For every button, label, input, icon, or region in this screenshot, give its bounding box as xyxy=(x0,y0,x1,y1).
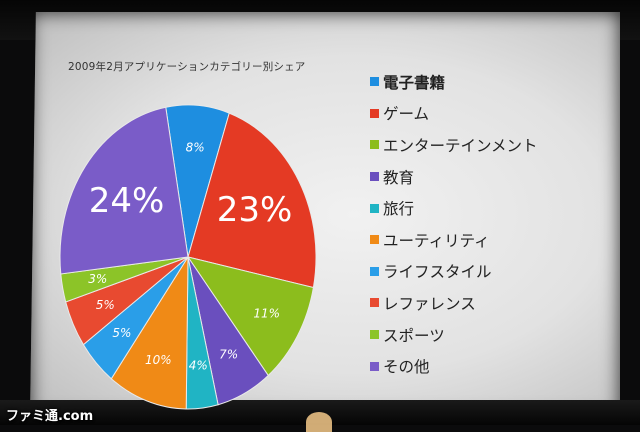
slice-value-label: 5% xyxy=(96,298,115,312)
pie-slice xyxy=(187,112,317,289)
legend-swatch xyxy=(370,140,379,150)
legend-item: 電子書籍 xyxy=(370,66,538,98)
legend-swatch xyxy=(370,235,379,245)
legend-swatch xyxy=(370,77,379,87)
legend-item: 教育 xyxy=(370,161,538,193)
legend-label: その他 xyxy=(383,358,430,377)
slice-value-label: 23% xyxy=(217,190,293,230)
legend-item: その他 xyxy=(370,350,538,382)
pie-slice xyxy=(110,255,189,410)
pie-slice xyxy=(186,256,314,377)
legend-label: ライフスタイル xyxy=(383,263,492,282)
legend-item: ユーティリティ xyxy=(370,224,538,256)
legend-item: スポーツ xyxy=(370,319,538,351)
legend-item: レファレンス xyxy=(370,287,538,319)
legend-label: ユーティリティ xyxy=(383,231,490,250)
legend-label: ゲーム xyxy=(383,105,430,124)
legend-swatch xyxy=(370,361,379,371)
slice-value-label: 10% xyxy=(145,353,172,367)
pie-slice xyxy=(59,106,189,275)
legend-swatch xyxy=(370,298,379,308)
chart-title: 2009年2月アプリケーションカテゴリー別シェア xyxy=(68,61,306,73)
legend-label: レファレンス xyxy=(383,294,476,313)
legend-swatch xyxy=(370,203,379,213)
slice-value-label: 3% xyxy=(88,272,107,286)
slice-value-label: 8% xyxy=(186,140,205,154)
legend-swatch xyxy=(370,108,379,118)
legend-label: 教育 xyxy=(383,168,415,187)
slice-value-label: 5% xyxy=(112,326,131,340)
legend-swatch xyxy=(370,172,379,182)
legend-item: ゲーム xyxy=(370,98,538,130)
slice-value-label: 7% xyxy=(219,348,238,362)
chart-legend: 電子書籍ゲームエンターテインメント 教育旅行ユーティリティ ライフスタイル レファレン… xyxy=(370,66,538,382)
legend-label: スポーツ xyxy=(383,326,445,345)
site-watermark: ファミ通.com xyxy=(6,409,94,424)
legend-label: 電子書籍 xyxy=(383,73,446,92)
legend-item: 旅行 xyxy=(370,192,538,224)
slice-value-label: 11% xyxy=(253,307,280,321)
slice-value-label: 4% xyxy=(189,358,208,372)
slice-value-label: 24% xyxy=(89,181,165,221)
legend-swatch xyxy=(370,330,379,340)
legend-swatch xyxy=(370,266,379,276)
legend-item: ライフスタイル xyxy=(370,256,538,288)
legend-item: エンターテインメント xyxy=(370,129,538,161)
legend-label: エンターテインメント xyxy=(383,136,538,155)
legend-label: 旅行 xyxy=(383,200,415,219)
